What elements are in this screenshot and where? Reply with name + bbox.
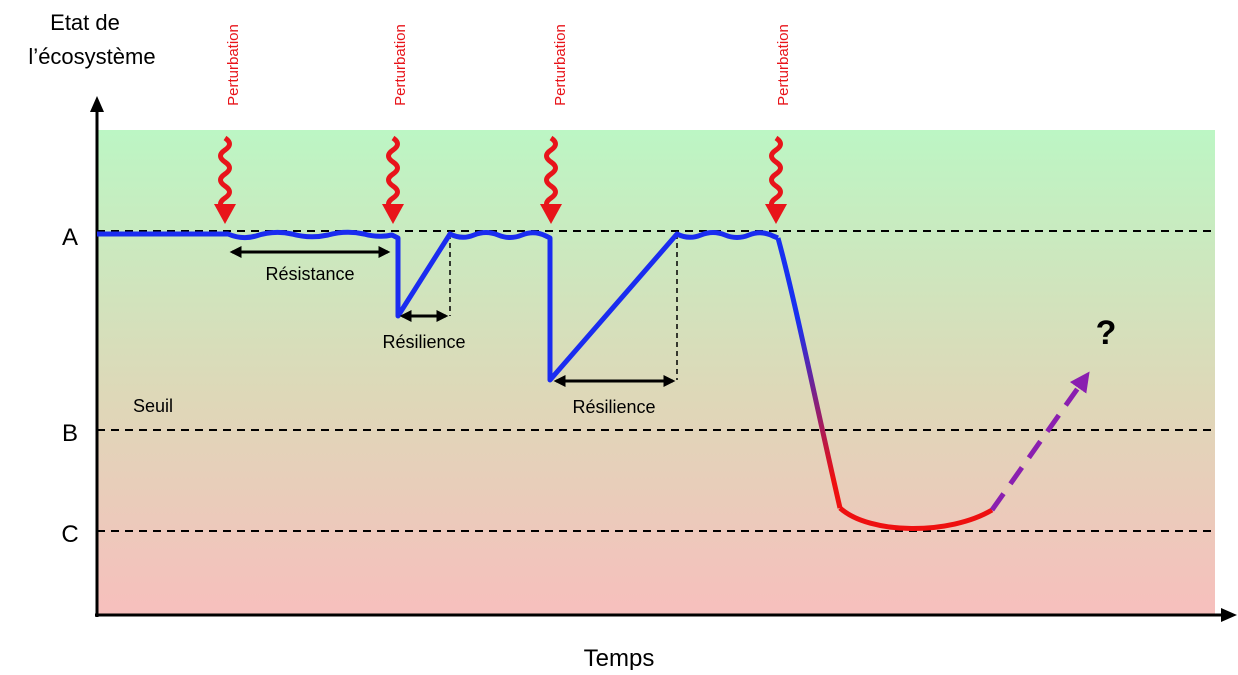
y-axis-label: Etat de [50, 10, 120, 35]
uncertain-recovery [989, 371, 1090, 512]
state-curve [97, 229, 779, 383]
x-axis-label: Temps [584, 645, 655, 670]
resilience-label: Résilience [382, 332, 465, 352]
guide-lines [449, 234, 678, 380]
resistance-label: Résistance [265, 264, 354, 284]
perturbation-label: Perturbation [225, 24, 242, 106]
y-axis-label: l’écosystème [28, 44, 155, 69]
perturbation-label: Perturbation [775, 24, 792, 106]
axes [90, 96, 1237, 622]
degraded-curve [838, 506, 994, 531]
background-zone [97, 130, 1215, 615]
level-label: A [62, 224, 78, 251]
question-mark: ? [1096, 314, 1117, 352]
collapse-curve [775, 237, 843, 509]
threshold-label: Seuil [133, 396, 173, 416]
perturbation-label: Perturbation [552, 24, 569, 106]
level-label: B [62, 420, 78, 447]
level-label: C [61, 521, 78, 548]
resilience-label: Résilience [572, 397, 655, 417]
perturbation-label: Perturbation [392, 24, 409, 106]
